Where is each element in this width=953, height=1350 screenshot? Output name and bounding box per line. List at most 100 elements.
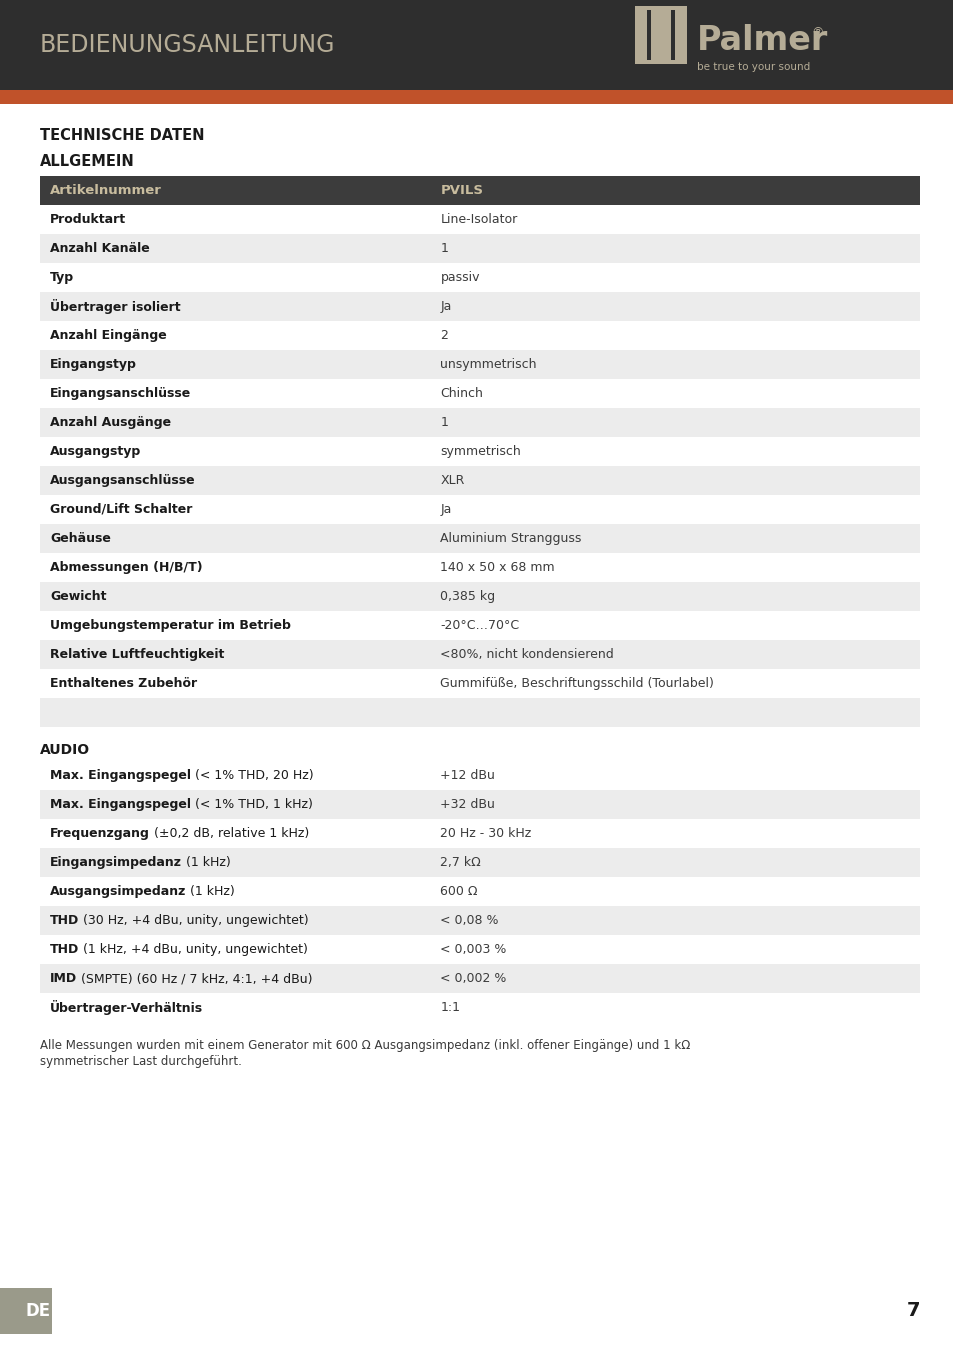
Text: 1: 1: [440, 242, 448, 255]
Text: < 0,08 %: < 0,08 %: [440, 914, 498, 927]
Bar: [40, 612, 919, 640]
Bar: [40, 790, 919, 819]
Bar: [40, 205, 919, 234]
Text: passiv: passiv: [440, 271, 479, 284]
Text: < 0,003 %: < 0,003 %: [440, 944, 506, 956]
Text: THD: THD: [50, 944, 79, 956]
Text: TECHNISCHE DATEN: TECHNISCHE DATEN: [40, 128, 204, 143]
Bar: [40, 819, 919, 848]
Bar: [40, 321, 919, 350]
Bar: [662, 9, 670, 59]
Text: 1:1: 1:1: [440, 1000, 460, 1014]
Bar: [675, 9, 682, 59]
Bar: [40, 437, 919, 466]
Text: XLR: XLR: [440, 474, 464, 487]
Bar: [650, 9, 659, 59]
Text: THD: THD: [50, 914, 79, 927]
Text: (±0,2 dB, relative 1 kHz): (±0,2 dB, relative 1 kHz): [150, 828, 309, 840]
Text: Ja: Ja: [440, 300, 452, 313]
Text: (1 kHz): (1 kHz): [186, 886, 234, 898]
Bar: [40, 408, 919, 437]
Text: BEDIENUNGSANLEITUNG: BEDIENUNGSANLEITUNG: [40, 32, 335, 57]
Text: < 0,002 %: < 0,002 %: [440, 972, 506, 986]
Text: Eingangsimpedanz: Eingangsimpedanz: [50, 856, 182, 869]
Bar: [40, 466, 919, 495]
Text: Artikelnummer: Artikelnummer: [50, 184, 162, 197]
Text: Eingangstyp: Eingangstyp: [50, 358, 136, 371]
Bar: [0, 0, 953, 90]
Text: Anzahl Kanäle: Anzahl Kanäle: [50, 242, 150, 255]
Text: Übertrager isoliert: Übertrager isoliert: [50, 298, 180, 315]
Text: Ausgangsimpedanz: Ausgangsimpedanz: [50, 886, 186, 898]
Text: Gewicht: Gewicht: [50, 590, 107, 603]
Bar: [40, 906, 919, 936]
Text: 600 Ω: 600 Ω: [440, 886, 477, 898]
Text: be true to your sound: be true to your sound: [697, 62, 809, 73]
Text: Frequenzgang: Frequenzgang: [50, 828, 150, 840]
Bar: [40, 234, 919, 263]
Text: (1 kHz, +4 dBu, unity, ungewichtet): (1 kHz, +4 dBu, unity, ungewichtet): [79, 944, 308, 956]
Text: +12 dBu: +12 dBu: [440, 769, 495, 782]
Bar: [40, 263, 919, 292]
Bar: [40, 761, 919, 790]
Bar: [40, 292, 919, 321]
Text: IMD: IMD: [50, 972, 77, 986]
Bar: [40, 878, 919, 906]
Text: Typ: Typ: [50, 271, 74, 284]
Text: Gehäuse: Gehäuse: [50, 532, 111, 545]
Bar: [0, 90, 953, 104]
Text: Palmer: Palmer: [697, 23, 827, 57]
Bar: [40, 554, 919, 582]
Text: Line-Isolator: Line-Isolator: [440, 213, 517, 225]
Text: Eingangsanschlüsse: Eingangsanschlüsse: [50, 387, 191, 400]
Text: Ausgangstyp: Ausgangstyp: [50, 446, 141, 458]
Bar: [40, 495, 919, 524]
Text: ALLGEMEIN: ALLGEMEIN: [40, 154, 134, 170]
Bar: [639, 9, 659, 59]
Bar: [40, 524, 919, 554]
Text: (< 1% THD, 1 kHz): (< 1% THD, 1 kHz): [191, 798, 313, 811]
Text: Produktart: Produktart: [50, 213, 126, 225]
Text: (< 1% THD, 20 Hz): (< 1% THD, 20 Hz): [191, 769, 314, 782]
Bar: [40, 670, 919, 698]
Text: 0,385 kg: 0,385 kg: [440, 590, 495, 603]
Text: 1: 1: [440, 416, 448, 429]
Text: 7: 7: [905, 1300, 919, 1319]
Text: Anzahl Ausgänge: Anzahl Ausgänge: [50, 416, 171, 429]
Text: +32 dBu: +32 dBu: [440, 798, 495, 811]
Text: Enthaltenes Zubehör: Enthaltenes Zubehör: [50, 676, 197, 690]
Text: 140 x 50 x 68 mm: 140 x 50 x 68 mm: [440, 562, 555, 574]
Text: Alle Messungen wurden mit einem Generator mit 600 Ω Ausgangsimpedanz (inkl. offe: Alle Messungen wurden mit einem Generato…: [40, 1040, 690, 1053]
Text: 20 Hz - 30 kHz: 20 Hz - 30 kHz: [440, 828, 531, 840]
Bar: [40, 936, 919, 964]
Text: DE: DE: [26, 1301, 51, 1320]
Text: -20°C…70°C: -20°C…70°C: [440, 620, 519, 632]
Text: 2,7 kΩ: 2,7 kΩ: [440, 856, 480, 869]
Bar: [0, 1288, 52, 1334]
Text: Umgebungstemperatur im Betrieb: Umgebungstemperatur im Betrieb: [50, 620, 291, 632]
Bar: [40, 640, 919, 670]
Text: (30 Hz, +4 dBu, unity, ungewichtet): (30 Hz, +4 dBu, unity, ungewichtet): [79, 914, 309, 927]
Text: AUDIO: AUDIO: [40, 743, 90, 757]
Bar: [40, 379, 919, 408]
Text: Max. Eingangspegel: Max. Eingangspegel: [50, 769, 191, 782]
Text: Max. Eingangspegel: Max. Eingangspegel: [50, 798, 191, 811]
Text: Aluminium Strangguss: Aluminium Strangguss: [440, 532, 581, 545]
Text: <80%, nicht kondensierend: <80%, nicht kondensierend: [440, 648, 614, 662]
Bar: [40, 350, 919, 379]
Text: Übertrager-Verhältnis: Übertrager-Verhältnis: [50, 1000, 203, 1015]
Text: 2: 2: [440, 329, 448, 342]
Text: (1 kHz): (1 kHz): [182, 856, 231, 869]
Text: Ja: Ja: [440, 504, 452, 516]
Text: Abmessungen (H/B/T): Abmessungen (H/B/T): [50, 562, 202, 574]
Text: PVILS: PVILS: [440, 184, 483, 197]
Text: ®: ®: [810, 27, 822, 39]
Text: (SMPTE) (60 Hz / 7 kHz, 4:1, +4 dBu): (SMPTE) (60 Hz / 7 kHz, 4:1, +4 dBu): [77, 972, 313, 986]
Text: symmetrisch: symmetrisch: [440, 446, 520, 458]
Text: Ground/Lift Schalter: Ground/Lift Schalter: [50, 504, 193, 516]
Text: Relative Luftfeuchtigkeit: Relative Luftfeuchtigkeit: [50, 648, 224, 662]
Bar: [40, 698, 919, 728]
Bar: [40, 176, 919, 205]
Text: Chinch: Chinch: [440, 387, 483, 400]
Text: Anzahl Eingänge: Anzahl Eingänge: [50, 329, 167, 342]
